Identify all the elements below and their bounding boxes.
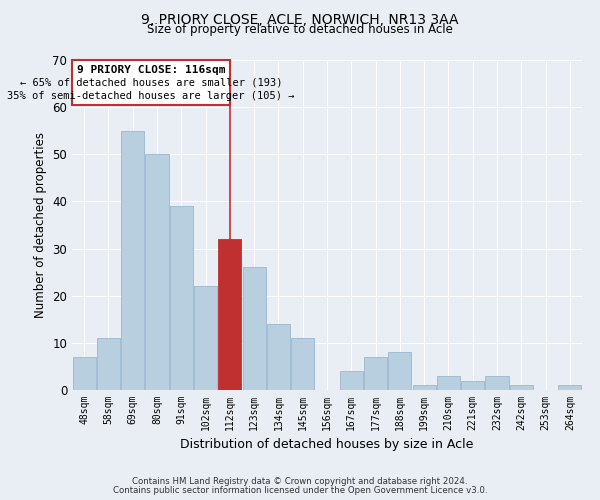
- Bar: [485, 376, 509, 390]
- Text: Contains HM Land Registry data © Crown copyright and database right 2024.: Contains HM Land Registry data © Crown c…: [132, 477, 468, 486]
- Bar: [267, 324, 290, 390]
- Text: 9 PRIORY CLOSE: 116sqm: 9 PRIORY CLOSE: 116sqm: [77, 64, 225, 74]
- Bar: [242, 268, 266, 390]
- Bar: [194, 286, 217, 390]
- Bar: [388, 352, 412, 390]
- Bar: [510, 386, 533, 390]
- Text: 35% of semi-detached houses are larger (105) →: 35% of semi-detached houses are larger (…: [7, 90, 295, 101]
- Text: 9, PRIORY CLOSE, ACLE, NORWICH, NR13 3AA: 9, PRIORY CLOSE, ACLE, NORWICH, NR13 3AA: [141, 12, 459, 26]
- Bar: [461, 380, 484, 390]
- Bar: [73, 357, 95, 390]
- Bar: [97, 338, 120, 390]
- X-axis label: Distribution of detached houses by size in Acle: Distribution of detached houses by size …: [181, 438, 473, 452]
- Bar: [145, 154, 169, 390]
- Bar: [559, 386, 581, 390]
- Bar: [437, 376, 460, 390]
- Text: ← 65% of detached houses are smaller (193): ← 65% of detached houses are smaller (19…: [20, 78, 282, 88]
- Bar: [218, 239, 241, 390]
- Y-axis label: Number of detached properties: Number of detached properties: [34, 132, 47, 318]
- Bar: [413, 386, 436, 390]
- Bar: [121, 130, 144, 390]
- Text: Size of property relative to detached houses in Acle: Size of property relative to detached ho…: [147, 22, 453, 36]
- Text: Contains public sector information licensed under the Open Government Licence v3: Contains public sector information licen…: [113, 486, 487, 495]
- FancyBboxPatch shape: [72, 60, 230, 105]
- Bar: [170, 206, 193, 390]
- Bar: [340, 371, 363, 390]
- Bar: [291, 338, 314, 390]
- Bar: [364, 357, 387, 390]
